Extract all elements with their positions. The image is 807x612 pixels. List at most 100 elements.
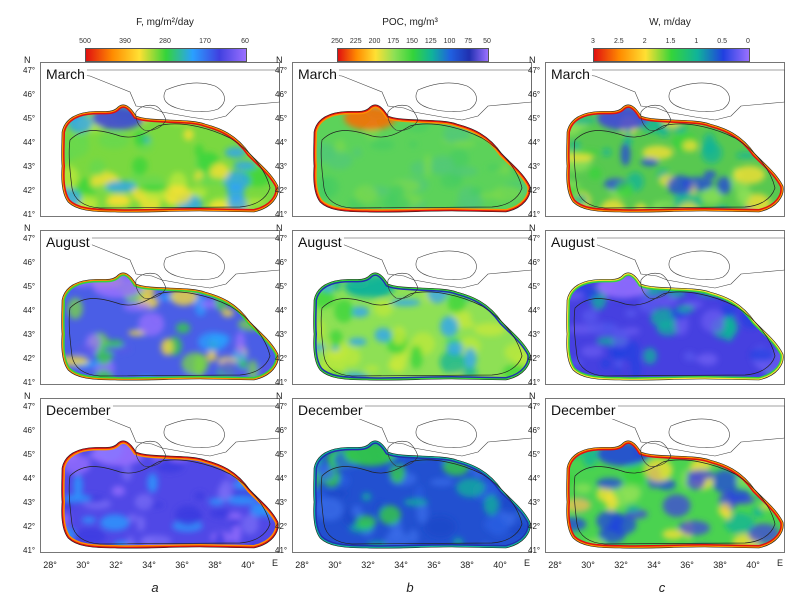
latitude-label: 43°	[528, 162, 541, 171]
latitude-label: 43°	[528, 330, 541, 339]
sea-map	[292, 62, 532, 217]
map-panel-f-aug: August	[40, 230, 280, 385]
latitude-label: 43°	[275, 330, 288, 339]
longitude-label: 34°	[647, 560, 661, 570]
east-marker: E	[524, 558, 531, 568]
panel-frame	[40, 398, 280, 553]
sea-outline	[61, 440, 279, 549]
north-marker: N	[276, 223, 283, 233]
latitude-label: 45°	[275, 282, 288, 291]
north-marker: N	[276, 55, 283, 65]
longitude-label: 34°	[394, 560, 408, 570]
colorbar-gradient	[337, 48, 489, 62]
colorbar-tick: 200	[368, 38, 381, 45]
sea-map	[545, 62, 785, 217]
latitude-label: 41°	[23, 210, 36, 219]
colorbar-tick: 0.5	[717, 38, 728, 45]
sea-outline	[313, 104, 531, 213]
sea-field	[566, 104, 784, 213]
colorbar-gradient	[85, 48, 247, 62]
latitude-label: 47°	[275, 66, 288, 75]
latitude-label: 45°	[528, 282, 541, 291]
colorbar-tick: 2.5	[613, 38, 624, 45]
latitude-label: 45°	[275, 114, 288, 123]
latitude-label: 45°	[23, 282, 36, 291]
sea-outline	[566, 272, 784, 381]
latitude-label: 45°	[23, 114, 36, 123]
panel-frame	[40, 62, 280, 217]
latitude-label: 42°	[23, 522, 36, 531]
latitude-label: 41°	[275, 546, 288, 555]
longitude-label: 34°	[142, 560, 156, 570]
east-marker: E	[272, 558, 279, 568]
longitude-label: 30°	[581, 560, 595, 570]
map-panel-w-aug: August	[545, 230, 785, 385]
latitude-label: 47°	[23, 66, 36, 75]
longitude-label: 38°	[713, 560, 727, 570]
colorbar-tick: 2	[642, 38, 647, 45]
latitude-label: 46°	[23, 90, 36, 99]
colorbar-title: F, mg/m²/day	[136, 17, 194, 28]
latitude-label: 42°	[275, 522, 288, 531]
colorbar-tick: 390	[119, 38, 131, 45]
column-label-a: a	[151, 580, 159, 595]
panel-frame	[545, 398, 785, 553]
sea-outline	[313, 440, 531, 549]
crimea-outline	[640, 272, 672, 299]
colorbar-tick: 60	[241, 38, 249, 45]
latitude-label: 42°	[528, 186, 541, 195]
sea-map	[292, 230, 532, 385]
colorbar-tick: 1.5	[665, 38, 676, 45]
latitude-label: 44°	[275, 474, 288, 483]
longitude-label: 28°	[548, 560, 562, 570]
latitude-label: 42°	[528, 522, 541, 531]
latitude-label: 46°	[528, 426, 541, 435]
panel-frame	[292, 62, 532, 217]
latitude-label: 47°	[275, 402, 288, 411]
colorbar-tick: 250	[331, 38, 343, 45]
colorbar-tick: 0	[746, 38, 750, 45]
sea-of-azov-outline	[668, 82, 730, 112]
panel-frame	[292, 398, 532, 553]
depth-contour	[573, 459, 776, 545]
north-marker: N	[24, 55, 31, 65]
month-label: August	[549, 234, 597, 251]
sea-of-azov-outline	[415, 418, 477, 448]
longitude-label: 30°	[76, 560, 90, 570]
colorbar-tick: 500	[79, 38, 91, 45]
map-panel-p-mar: March	[292, 62, 532, 217]
latitude-label: 42°	[528, 354, 541, 363]
latitude-label: 44°	[23, 138, 36, 147]
sea-map	[545, 398, 785, 553]
sea-field	[566, 440, 784, 549]
map-panel-w-mar: March	[545, 62, 785, 217]
sea-of-azov-outline	[415, 82, 477, 112]
latitude-label: 46°	[23, 258, 36, 267]
map-panel-p-dec: December	[292, 398, 532, 553]
latitude-label: 47°	[528, 234, 541, 243]
colorbar-tick: 75	[464, 38, 473, 45]
month-label: August	[44, 234, 92, 251]
colorbar-title: POC, mg/m³	[382, 17, 438, 28]
latitude-label: 43°	[275, 162, 288, 171]
sea-of-azov-outline	[163, 418, 225, 448]
depth-contour	[573, 123, 776, 209]
latitude-label: 47°	[23, 234, 36, 243]
latitude-label: 46°	[275, 90, 288, 99]
depth-contour	[68, 123, 271, 209]
month-label: December	[44, 402, 113, 419]
latitude-label: 45°	[528, 114, 541, 123]
sea-outline	[313, 272, 531, 381]
latitude-label: 44°	[528, 306, 541, 315]
sea-map	[292, 398, 532, 553]
colorbar-title: W, m/day	[649, 17, 691, 28]
map-panel-w-dec: December	[545, 398, 785, 553]
latitude-label: 41°	[23, 546, 36, 555]
latitude-label: 46°	[23, 426, 36, 435]
latitude-label: 43°	[23, 498, 36, 507]
north-marker: N	[24, 223, 31, 233]
longitude-label: 40°	[493, 560, 507, 570]
longitude-label: 32°	[361, 560, 375, 570]
sea-field	[61, 104, 279, 213]
sea-map	[40, 230, 280, 385]
